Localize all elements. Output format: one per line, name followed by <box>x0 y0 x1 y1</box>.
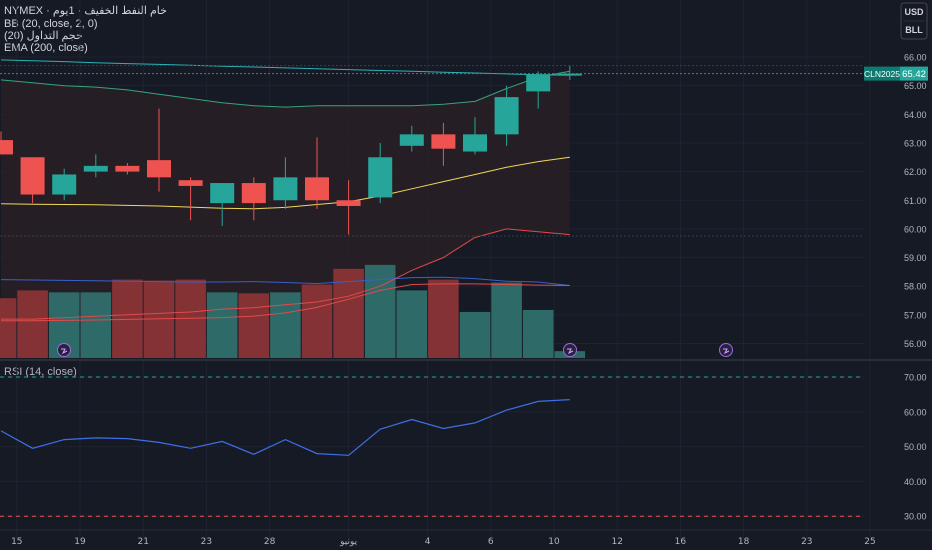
scale-buttons-frame <box>900 2 928 40</box>
candle-body <box>273 177 298 201</box>
time-axis-label: 10 <box>548 537 560 547</box>
volume-bar <box>522 309 554 358</box>
time-axis-label: 21 <box>137 537 148 547</box>
candle-body <box>210 183 235 204</box>
rsi-axis-label: 70.00 <box>904 373 927 383</box>
candle-body <box>83 165 108 172</box>
volume-bar <box>428 279 459 358</box>
candle-body <box>305 177 329 201</box>
candle-body <box>115 165 140 172</box>
volume-bar <box>459 311 491 358</box>
volume-bar <box>238 293 270 358</box>
price-axis-label: 61.00 <box>904 196 927 206</box>
time-axis-label: 16 <box>675 537 687 547</box>
candle-body <box>526 74 551 92</box>
volume-bar <box>80 292 112 358</box>
time-axis-label: 19 <box>74 537 86 547</box>
time-axis-label: 23 <box>801 537 812 547</box>
price-tag-value-bg <box>900 66 928 81</box>
lightning-event-icon-glyph <box>567 348 574 355</box>
price-tag-value: 65.42 <box>902 69 926 80</box>
time-axis-label: 15 <box>11 537 22 547</box>
price-axis-label: 56.00 <box>904 339 927 349</box>
time-axis-label: 23 <box>201 537 212 547</box>
candle-body <box>463 134 487 152</box>
rsi-axis-label: 60.00 <box>904 407 927 417</box>
volume-bar <box>491 282 522 358</box>
candle-body <box>147 160 171 178</box>
candle-body <box>368 157 393 198</box>
rsi-axis-label: 40.00 <box>904 477 927 487</box>
price-axis-label: 62.00 <box>904 167 927 177</box>
rsi-line <box>0 399 570 456</box>
bb-indicator-label[interactable]: BB (20, close, 2, 0) <box>4 18 98 30</box>
rsi-axis-label: 50.00 <box>904 442 927 452</box>
bollinger-lower-line <box>1 228 570 320</box>
price-axis-label: 63.00 <box>904 138 927 148</box>
time-axis-label: 28 <box>264 537 276 547</box>
candle-body <box>494 97 519 135</box>
volume-bar <box>17 290 48 358</box>
volume-bar <box>270 292 301 358</box>
time-axis-label: 25 <box>864 537 875 547</box>
time-axis-label: 6 <box>488 537 494 547</box>
volume-bar <box>206 292 238 358</box>
price-axis-label: 64.00 <box>904 110 927 120</box>
candle-body <box>399 134 424 146</box>
price-axis-label: 60.00 <box>904 224 927 234</box>
volume-bar <box>301 284 333 358</box>
ema-line <box>0 59 570 76</box>
candle-body <box>20 157 45 195</box>
currency-unit-button[interactable]: USD <box>904 7 924 17</box>
bollinger-upper-line <box>0 70 570 108</box>
ema-indicator-label[interactable]: EMA (200, close) <box>4 42 88 54</box>
time-axis-label: 12 <box>611 537 622 547</box>
candle-body <box>178 180 203 186</box>
candle-body <box>431 134 456 149</box>
time-axis-label: 4 <box>425 537 431 547</box>
volume-bar <box>396 290 428 358</box>
candle-body <box>336 200 361 206</box>
price-axis-label: 57.00 <box>904 310 927 320</box>
price-axis-label: 66.00 <box>904 53 927 63</box>
exchange-line: NYMEX · خام النفط الخفيف · 1يوم <box>4 5 167 17</box>
measure-unit-button[interactable]: BLL <box>905 25 923 35</box>
price-tag-symbol: CLN2025 <box>864 69 900 79</box>
rsi-indicator-label[interactable]: RSI (14, close) <box>4 366 77 378</box>
volume-bar <box>333 268 364 358</box>
price-axis-label: 58.00 <box>904 282 927 292</box>
candle-body <box>0 140 13 155</box>
candle-body <box>557 73 582 76</box>
volume-ma-line <box>0 276 570 286</box>
volume-secondary-line <box>1 283 570 322</box>
price-axis-label: 59.00 <box>904 253 927 263</box>
price-axis-label: 65.00 <box>904 81 927 91</box>
candle-body <box>52 174 77 195</box>
candle-body <box>241 183 266 204</box>
rsi-axis-label: 30.00 <box>904 512 927 522</box>
time-axis-label: 18 <box>738 537 750 547</box>
event-marker-icon-glyph <box>61 348 68 355</box>
price-tag-symbol-bg <box>864 66 900 81</box>
event-marker-icon-glyph <box>723 348 730 355</box>
time-axis-label: يونيو <box>339 537 358 547</box>
volume-bar <box>0 298 17 358</box>
